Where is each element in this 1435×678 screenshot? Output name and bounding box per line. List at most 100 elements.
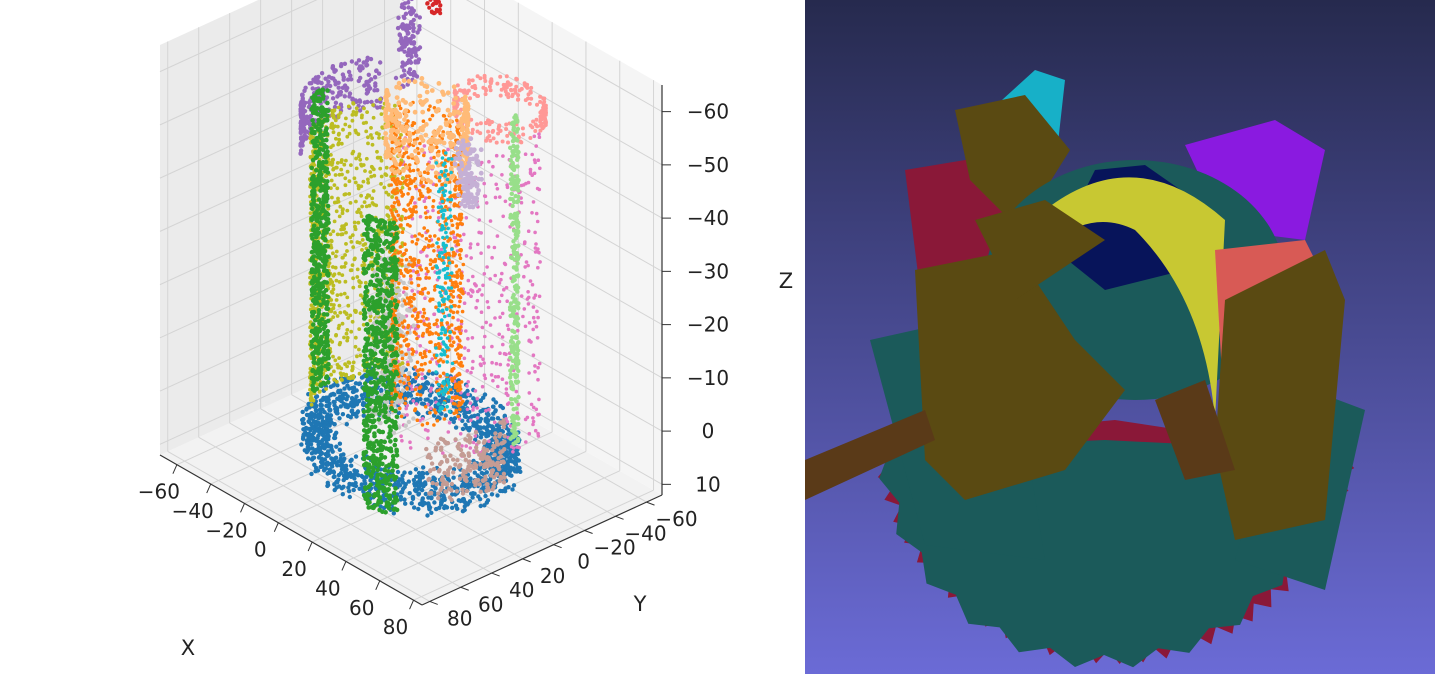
point-purple (402, 16, 406, 20)
point-pink (500, 272, 504, 276)
point-olive (336, 293, 340, 297)
point-orange (458, 234, 462, 238)
point-base (432, 500, 436, 504)
point-orange (460, 274, 464, 278)
point-orange (430, 244, 434, 248)
point-olive (349, 330, 353, 334)
point-tan (499, 475, 503, 479)
point-olive (380, 175, 384, 179)
point-pink (474, 306, 478, 310)
point-orange (403, 374, 407, 378)
point-base (316, 433, 320, 437)
point-pink (535, 250, 539, 254)
point-pink (538, 135, 542, 139)
point-pink (467, 292, 471, 296)
point-pink (415, 402, 419, 406)
point-base (320, 407, 324, 411)
point-base (337, 473, 341, 477)
point-lightgreen (510, 402, 514, 406)
point-orange (395, 346, 399, 350)
point-pink (536, 316, 540, 320)
point-olive (337, 326, 341, 330)
point-orange (426, 171, 430, 175)
point-tan (498, 420, 502, 424)
point-tan (461, 473, 465, 477)
point-grey (397, 293, 401, 297)
point-salmon (528, 136, 532, 140)
point-orange (417, 284, 421, 288)
point-pink (421, 377, 425, 381)
point-pink (533, 364, 537, 368)
point-lightgreen (509, 380, 513, 384)
point-salmon (497, 127, 501, 131)
point-tan (493, 431, 497, 435)
point-pink (469, 371, 473, 375)
point-lightgreen (516, 224, 520, 228)
point-pink (496, 385, 500, 389)
point-pink (495, 362, 499, 366)
point-orange (458, 339, 462, 343)
point-base (354, 454, 358, 458)
point-orange (413, 365, 417, 369)
point-olive (380, 112, 384, 116)
point-tan (424, 447, 428, 451)
point-salmon (544, 121, 548, 125)
point-orange (453, 188, 457, 192)
point-olive (332, 284, 336, 288)
point-orange (453, 215, 457, 219)
point-salmon (513, 88, 517, 92)
point-olive (347, 105, 351, 109)
point-orange (401, 357, 405, 361)
point-orange (428, 235, 432, 239)
point-olive (333, 108, 337, 112)
point-olive (366, 178, 370, 182)
point-pink (419, 215, 423, 219)
point-olive (344, 280, 348, 284)
point-olive (345, 312, 349, 316)
point-tan (440, 478, 444, 482)
point-salmon (486, 130, 490, 134)
point-olive (380, 159, 384, 163)
point-pink (526, 290, 530, 294)
point-purple (358, 68, 362, 72)
point-olive (329, 373, 333, 377)
point-pink (505, 183, 509, 187)
point-tan (439, 448, 443, 452)
point-purple (337, 86, 341, 90)
point-olive (348, 179, 352, 183)
point-olive (351, 276, 355, 280)
point-orange (456, 336, 460, 340)
point-grey (409, 358, 413, 362)
point-salmon (483, 74, 487, 78)
point-olive (342, 163, 346, 167)
point-tan (439, 460, 443, 464)
point-olive (332, 378, 336, 382)
point-orange (395, 191, 399, 195)
point-pink (490, 345, 494, 349)
point-olive (342, 336, 346, 340)
point-base (325, 454, 329, 458)
point-orange (417, 259, 421, 263)
point-pink (499, 363, 503, 367)
point-orange (423, 311, 427, 315)
point-grey (394, 400, 398, 404)
point-base (444, 413, 448, 417)
point-orange (392, 188, 396, 192)
point-olive (360, 248, 364, 252)
point-salmon (468, 96, 472, 100)
point-purple (298, 152, 302, 156)
point-tan (474, 430, 478, 434)
point-pink (536, 220, 540, 224)
point-purple (402, 68, 406, 72)
point-pink (524, 152, 528, 156)
point-olive (345, 339, 349, 343)
point-pink (531, 283, 535, 287)
point-orange (456, 310, 460, 314)
point-base (302, 421, 306, 425)
point-orange (403, 319, 407, 323)
point-pink (516, 411, 520, 415)
point-pink (537, 158, 541, 162)
point-tan (465, 489, 469, 493)
point-pink (493, 421, 497, 425)
point-base (401, 480, 405, 484)
